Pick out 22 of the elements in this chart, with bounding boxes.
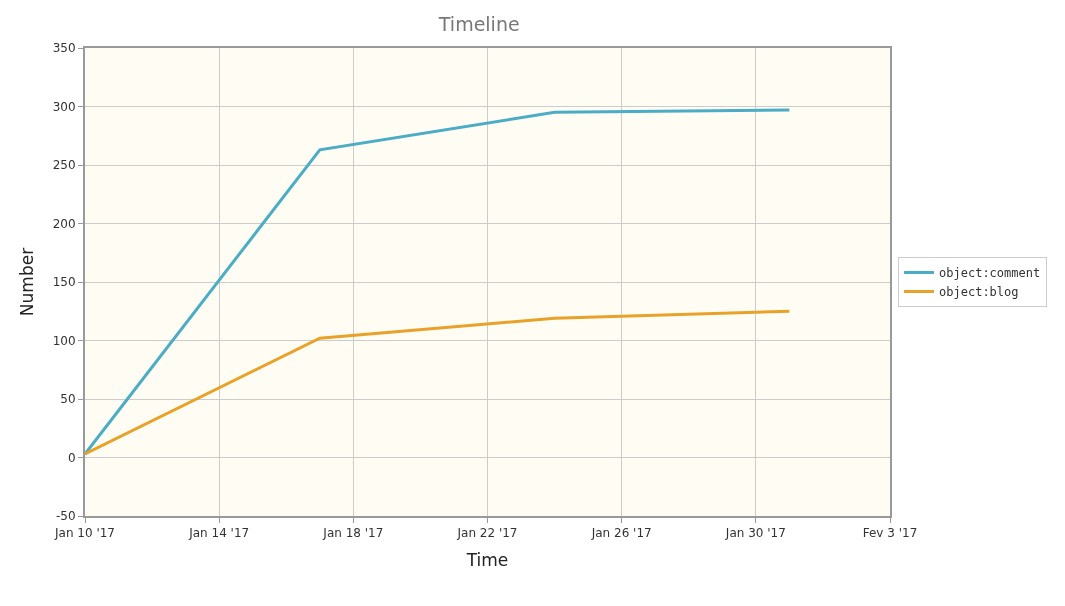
y-tick-label: 100 [52,333,76,348]
y-tick-label: 250 [52,158,76,173]
x-tick-label: Jan 10 '17 [54,526,115,541]
y-tick-label: 200 [52,216,76,231]
x-tick-label: Jan 18 '17 [322,526,384,541]
x-tick-label: Jan 26 '17 [590,526,652,541]
y-tick-label: 50 [60,392,76,407]
x-tick-label: Jan 22 '17 [456,526,518,541]
y-tick-label: 0 [67,450,76,465]
x-tick-label: Jan 30 '17 [724,526,786,541]
y-tick-label: 150 [52,275,76,290]
x-axis-title: Time [465,550,509,571]
x-tick-label: Fev 3 '17 [862,526,918,541]
chart-title: Timeline [437,13,520,36]
y-tick-label: -50 [55,509,76,524]
legend-label: object:comment [939,266,1041,281]
x-tick-label: Jan 14 '17 [188,526,250,541]
y-axis-title: Number [16,247,37,317]
y-tick-label: 300 [52,99,76,114]
y-tick-label: 350 [52,41,76,56]
legend-label: object:blog [939,285,1019,300]
line-series [85,309,791,456]
